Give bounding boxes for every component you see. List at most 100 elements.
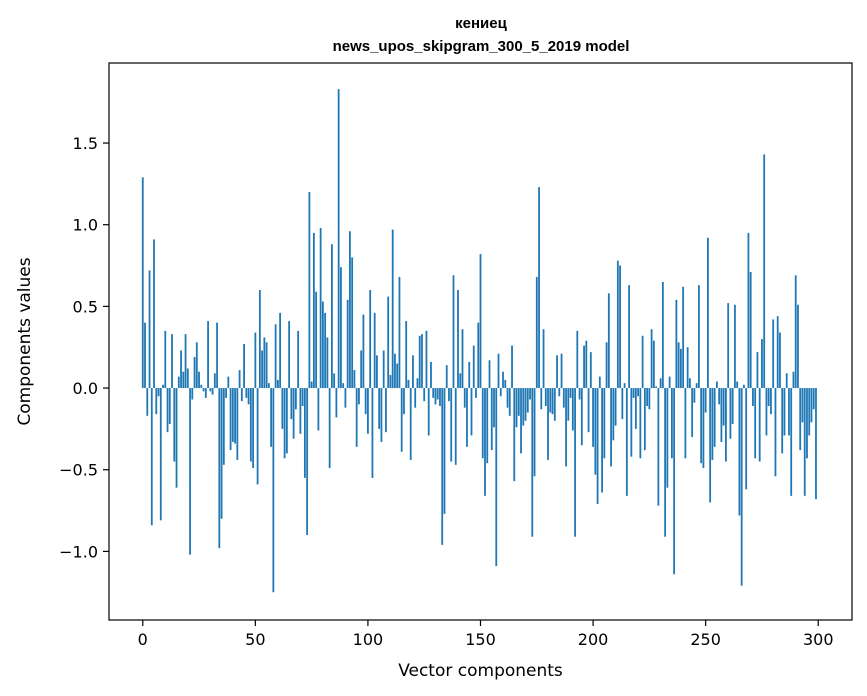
- bar: [713, 388, 716, 447]
- bar: [459, 373, 462, 389]
- bar: [556, 355, 558, 389]
- bar: [389, 374, 392, 389]
- bar: [785, 373, 788, 389]
- bar: [659, 378, 662, 389]
- bar: [569, 388, 572, 398]
- bar: [243, 343, 245, 389]
- bar: [601, 388, 603, 493]
- bar: [337, 89, 340, 389]
- bar: [403, 388, 405, 415]
- bar: [303, 388, 306, 478]
- bar: [216, 322, 218, 389]
- bar: [549, 388, 552, 413]
- bar: [515, 388, 518, 428]
- bar: [675, 299, 678, 389]
- bar: [421, 334, 423, 389]
- bar: [547, 388, 549, 460]
- bar: [587, 388, 590, 433]
- bar: [351, 257, 354, 389]
- bar: [222, 388, 225, 465]
- bar: [294, 388, 297, 410]
- bar: [711, 388, 714, 460]
- bar: [619, 265, 621, 389]
- bar: [540, 388, 543, 410]
- bar: [144, 322, 146, 389]
- bar: [686, 347, 689, 389]
- bar: [468, 361, 471, 389]
- bar: [414, 388, 417, 408]
- bar: [734, 304, 736, 389]
- bar: [409, 388, 412, 460]
- bar: [612, 388, 615, 441]
- bar: [276, 379, 279, 389]
- bar: [360, 350, 363, 389]
- bar: [585, 340, 588, 389]
- bar: [765, 388, 768, 436]
- bar: [166, 388, 169, 433]
- bar: [788, 388, 790, 436]
- bar: [562, 388, 565, 408]
- bar: [274, 324, 277, 389]
- bar: [641, 335, 644, 389]
- bar: [261, 350, 263, 389]
- bar: [657, 388, 660, 506]
- bar: [434, 388, 437, 405]
- bar: [725, 388, 727, 462]
- bar: [249, 388, 252, 462]
- bar: [576, 330, 579, 389]
- bar: [423, 388, 426, 402]
- bar: [229, 388, 232, 451]
- bar: [155, 388, 158, 415]
- bar: [666, 388, 669, 488]
- bar: [634, 388, 637, 429]
- bar: [707, 237, 709, 389]
- bar: [324, 312, 327, 389]
- bar: [475, 388, 477, 398]
- bar: [430, 361, 432, 389]
- bar: [396, 363, 399, 389]
- bar: [342, 383, 345, 389]
- bar: [240, 388, 243, 402]
- bar: [754, 388, 757, 459]
- bar: [738, 388, 741, 516]
- bar: [643, 388, 646, 451]
- bar: [407, 379, 410, 389]
- bar: [578, 388, 581, 400]
- bar: [173, 388, 176, 462]
- bar: [639, 388, 642, 459]
- bar: [614, 388, 617, 426]
- bar: [533, 388, 536, 477]
- bar: [616, 260, 619, 389]
- y-tick-label: 0.5: [73, 297, 98, 316]
- x-tick-label: 100: [353, 630, 384, 649]
- bar: [551, 388, 554, 415]
- bar: [416, 378, 419, 389]
- bar: [256, 388, 259, 485]
- bar: [306, 388, 309, 536]
- bar: [598, 376, 601, 389]
- bar: [727, 303, 730, 389]
- bar: [344, 388, 347, 408]
- bar: [463, 388, 466, 408]
- bar: [774, 388, 777, 477]
- bar: [448, 388, 450, 402]
- bar: [175, 388, 178, 488]
- bar: [779, 332, 781, 389]
- bar: [693, 388, 696, 403]
- bar: [560, 353, 563, 389]
- bar: [580, 388, 583, 446]
- bar: [312, 232, 315, 389]
- bar: [670, 388, 673, 459]
- bar: [605, 342, 608, 389]
- bar: [637, 388, 640, 397]
- bar: [720, 388, 723, 442]
- bar: [470, 388, 473, 436]
- bar: [799, 388, 802, 451]
- bar: [812, 388, 815, 410]
- bar: [376, 355, 378, 389]
- bar: [225, 388, 227, 398]
- bar: [445, 365, 448, 389]
- x-tick-label: 50: [245, 630, 265, 649]
- bar: [772, 319, 775, 389]
